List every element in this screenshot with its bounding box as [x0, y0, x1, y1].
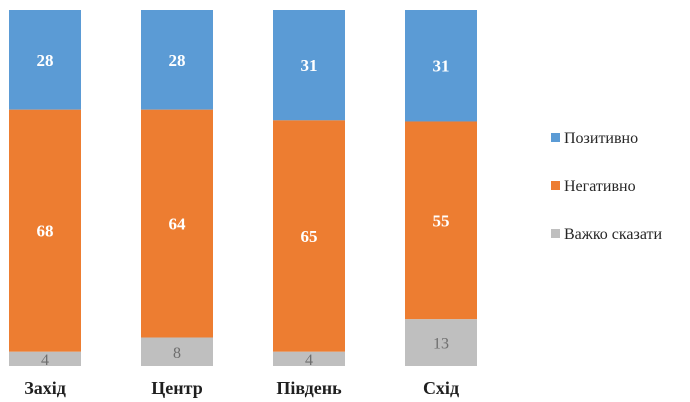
legend-swatch-3: [551, 229, 560, 238]
data-label-3-4: 13: [433, 336, 449, 353]
legend-swatch-2: [551, 181, 560, 190]
bar-2-2: [141, 109, 213, 338]
category-label-1: Захід: [24, 378, 66, 398]
legend-label-1: Позитивно: [564, 130, 638, 147]
bars-group: 28 68 4 28 64 8 31 65 4 31 55 13: [9, 10, 477, 369]
bar-2-1: [9, 109, 81, 352]
data-label-2-1: 68: [37, 222, 54, 241]
legend-swatch-1: [551, 133, 560, 142]
bar-1-4: [405, 10, 477, 122]
bar-2-3: [273, 120, 345, 352]
category-labels: Захід Центр Південь Схід: [24, 378, 459, 398]
data-label-1-4: 31: [433, 57, 450, 76]
category-label-4: Схід: [423, 378, 459, 398]
data-label-1-3: 31: [301, 56, 318, 75]
bar-3-1: [9, 351, 81, 366]
data-label-3-2: 8: [173, 345, 181, 362]
data-label-2-2: 64: [169, 215, 187, 234]
legend-label-3: Важко сказати: [564, 226, 663, 243]
data-label-3-3: 4: [305, 352, 313, 369]
data-label-1-2: 28: [169, 51, 186, 70]
bar-3-3: [273, 351, 345, 366]
bar-1-3: [273, 10, 345, 121]
legend-label-2: Негативно: [564, 178, 636, 195]
legend: Позитивно Негативно Важко сказати: [551, 130, 663, 243]
bar-1-2: [141, 10, 213, 110]
category-label-2: Центр: [151, 378, 202, 398]
bar-1-1: [9, 10, 81, 110]
category-label-3: Південь: [276, 378, 342, 398]
bar-2-4: [405, 121, 477, 320]
data-label-3-1: 4: [41, 352, 49, 369]
data-label-2-4: 55: [433, 211, 450, 230]
data-label-2-3: 65: [301, 227, 318, 246]
bar-3-4: [405, 319, 477, 366]
bar-3-2: [141, 337, 213, 366]
data-label-1-1: 28: [37, 51, 54, 70]
